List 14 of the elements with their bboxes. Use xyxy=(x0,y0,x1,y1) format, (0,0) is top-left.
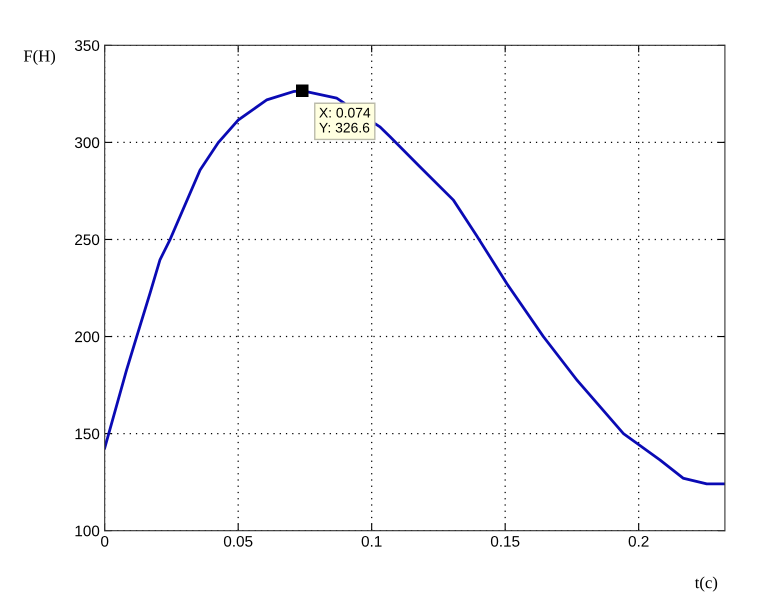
x-tick-label: 0.05 xyxy=(224,536,252,547)
y-tick-label: 300 xyxy=(74,137,100,148)
annotation: X: 0.074 Y: 326.6 xyxy=(319,108,370,133)
x-tick-label: 0.2 xyxy=(628,536,649,547)
y-tick-label: 200 xyxy=(75,331,100,342)
y-tick-label: 100 xyxy=(76,526,100,536)
x-tick-label: 0.1 xyxy=(362,536,382,547)
y-tick-label: 250 xyxy=(75,234,100,246)
x-tick-label: 0.15 xyxy=(490,536,520,547)
x-tick-label: 0 xyxy=(101,536,108,547)
y-axis-title: F(H) xyxy=(24,50,56,66)
x-axis-title: t(c) xyxy=(694,576,718,592)
y-tick-label: 150 xyxy=(76,428,100,440)
y-tick-label: 350 xyxy=(74,40,100,52)
